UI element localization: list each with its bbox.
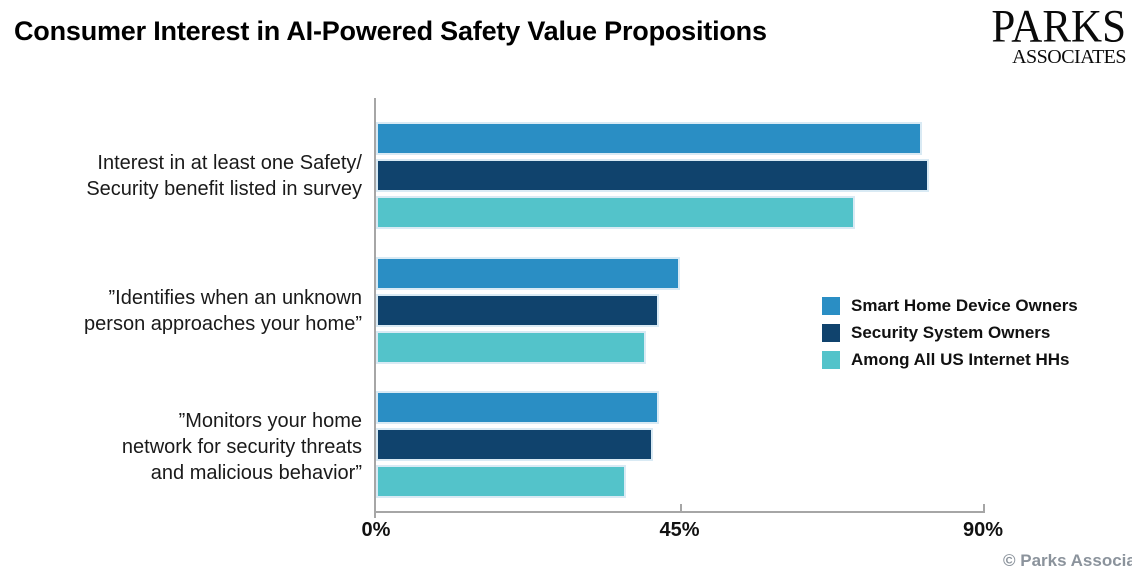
- logo-associates-text: ASSOCIATES: [1012, 46, 1126, 68]
- page-title: Consumer Interest in AI-Powered Safety V…: [14, 16, 767, 46]
- x-tick-label-90pct: 90%: [962, 519, 1004, 541]
- legend-swatch-icon: [822, 323, 840, 342]
- bar-security-system-owners-cat1: [376, 159, 930, 192]
- legend-item-2: Security System Owners: [822, 323, 1078, 342]
- x-tick-label-45pct: 45%: [659, 519, 700, 541]
- category-label-3: ”Monitors your home network for security…: [121, 409, 362, 484]
- bar-among-all-us-internet-hhs-cat1: [376, 196, 855, 229]
- category-label-2: ”Identifies when an unknown person appro…: [84, 286, 362, 335]
- x-tick-label-0pct: 0%: [361, 519, 391, 541]
- bar-smart-home-device-owners-cat2: [376, 257, 680, 290]
- x-axis-tick-45: [680, 504, 682, 512]
- bar-among-all-us-internet-hhs-cat3: [376, 465, 626, 498]
- legend-swatch-icon: [822, 350, 840, 369]
- copyright-text: © Parks Associa: [1003, 551, 1132, 570]
- parks-associates-logo: PARKS ASSOCIATES: [991, 1, 1126, 68]
- x-axis-line: [374, 511, 985, 513]
- plot-area: [376, 98, 983, 511]
- y-axis-line: [374, 98, 376, 518]
- legend: Smart Home Device Owners Security System …: [822, 296, 1078, 369]
- legend-label: Among All US Internet HHs: [851, 349, 1070, 369]
- bar-security-system-owners-cat2: [376, 294, 660, 327]
- legend-label: Smart Home Device Owners: [851, 295, 1078, 315]
- legend-item-3: Among All US Internet HHs: [822, 350, 1078, 369]
- bar-security-system-owners-cat3: [376, 428, 653, 461]
- x-axis-tick-90: [983, 504, 985, 512]
- bar-smart-home-device-owners-cat3: [376, 391, 660, 424]
- logo-parks-text: PARKS: [991, 1, 1126, 53]
- category-label-1: Interest in at least one Safety/ Securit…: [86, 151, 362, 200]
- legend-label: Security System Owners: [851, 322, 1051, 342]
- legend-item-1: Smart Home Device Owners: [822, 296, 1078, 315]
- legend-swatch-icon: [822, 296, 840, 315]
- bar-among-all-us-internet-hhs-cat2: [376, 331, 646, 364]
- bar-smart-home-device-owners-cat1: [376, 122, 923, 155]
